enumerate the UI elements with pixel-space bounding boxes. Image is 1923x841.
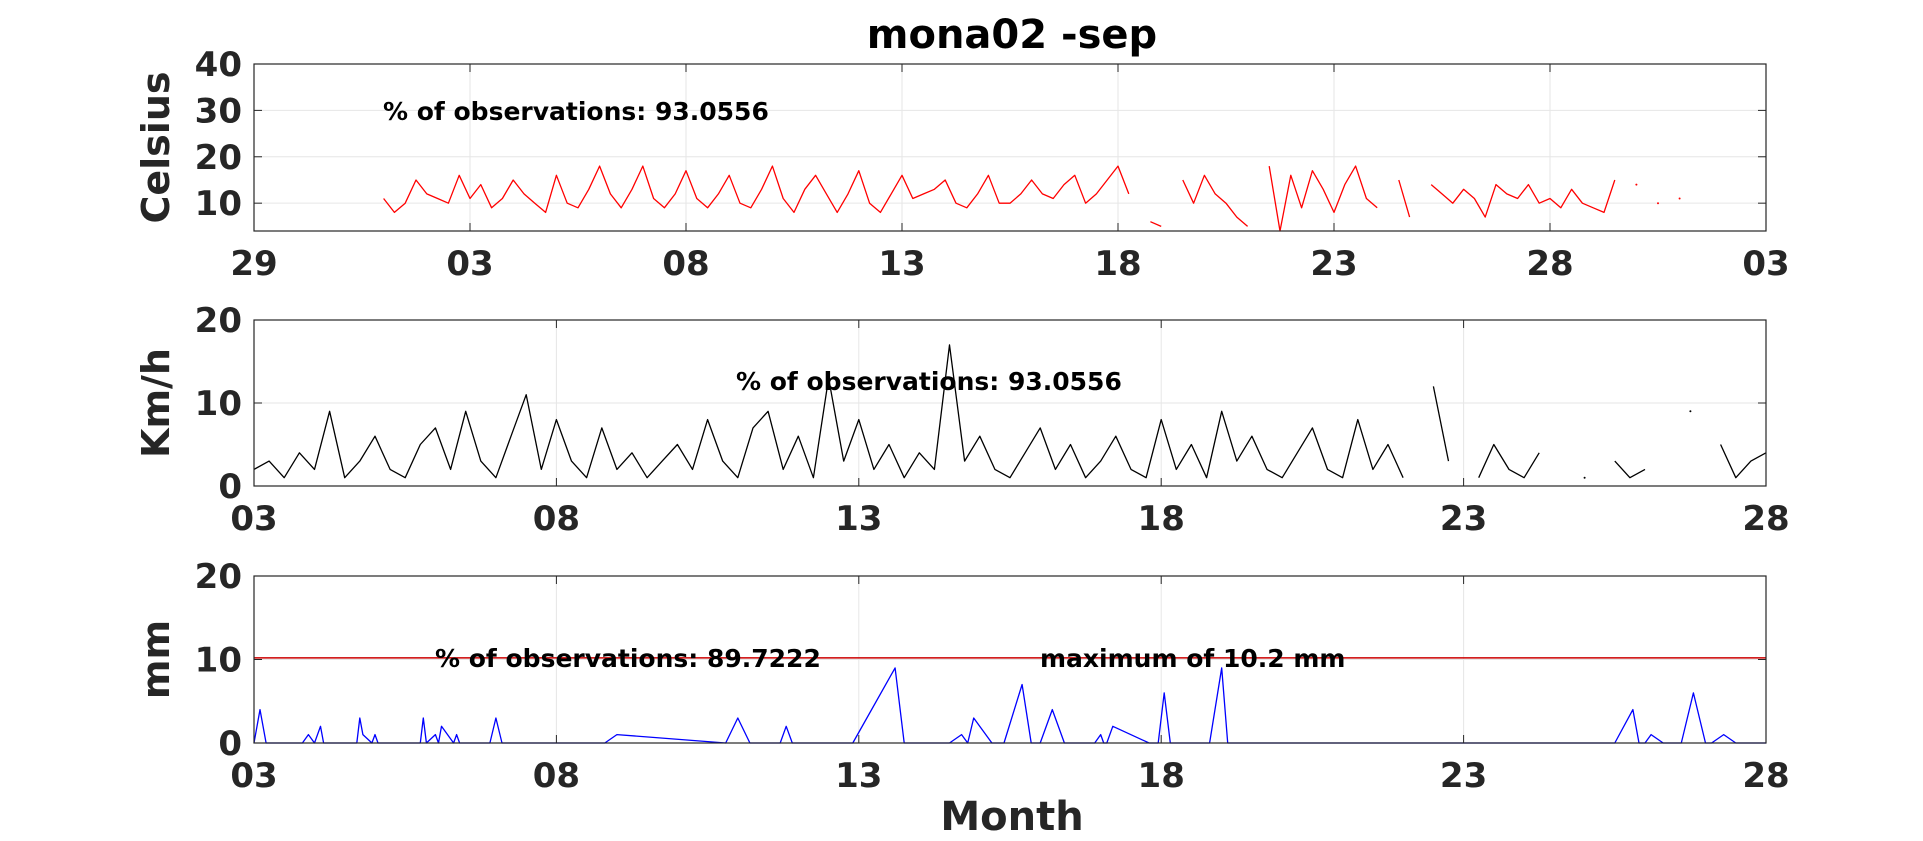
series-line (1720, 444, 1767, 479)
x-tick-label: 23 (1440, 756, 1487, 796)
y-tick-label: 40 (195, 45, 242, 85)
series-point (1689, 410, 1692, 413)
x-tick-label: 13 (878, 244, 925, 284)
x-tick-label: 03 (230, 756, 277, 796)
y-axis-label: Km/h (134, 348, 178, 458)
x-tick-label: 13 (835, 756, 882, 796)
series-line (253, 667, 1766, 744)
series-line (383, 165, 1130, 214)
series-line (1478, 443, 1540, 479)
series-line (1182, 174, 1249, 227)
y-tick-label: 10 (195, 384, 242, 424)
series-line (1614, 460, 1646, 479)
annotation-text: maximum of 10.2 mm (1040, 644, 1345, 673)
y-tick-label: 10 (195, 641, 242, 681)
x-tick-label: 28 (1742, 756, 1789, 796)
temperature-panel: 29 03 08 13 18 23 28 03 10 20 30 40 Celsius % of obse… (134, 45, 1790, 284)
x-axis-label: Month (940, 794, 1083, 840)
x-tick-label: 23 (1440, 499, 1487, 539)
x-tick-label: 18 (1138, 499, 1185, 539)
x-tick-label: 03 (446, 244, 493, 284)
axes-box (253, 63, 1767, 232)
series-point (1635, 183, 1638, 186)
x-tick-label: 08 (533, 756, 580, 796)
precipitation-panel: 03 08 13 18 23 28 0 10 20 mm % of observations: 89… (134, 557, 1790, 796)
x-tick-label: 18 (1094, 244, 1141, 284)
x-tick-label: 28 (1742, 499, 1789, 539)
x-tick-label: 29 (230, 244, 277, 284)
y-axis-label: Celsius (134, 72, 178, 224)
y-axis-label: mm (134, 620, 178, 699)
y-tick-label: 10 (195, 184, 242, 224)
y-tick-label: 20 (195, 557, 242, 597)
x-tick-label: 03 (230, 499, 277, 539)
series-point (1657, 202, 1659, 205)
series-line (253, 344, 1404, 479)
y-tick-label: 0 (218, 724, 242, 764)
x-tick-label: 03 (1742, 244, 1789, 284)
y-tick-label: 30 (195, 91, 242, 131)
y-tick-label: 20 (195, 301, 242, 341)
series-line (1398, 179, 1411, 218)
annotation-text: % of observations: 89.7222 (435, 644, 821, 673)
y-tick-label: 20 (195, 138, 242, 178)
annotation-text: % of observations: 93.0556 (383, 97, 769, 126)
x-tick-label: 18 (1138, 756, 1185, 796)
x-tick-label: 23 (1310, 244, 1357, 284)
x-tick-label: 28 (1526, 244, 1573, 284)
annotation-text: % of observations: 93.0556 (736, 367, 1122, 396)
figure-title: mona02 -sep (867, 12, 1157, 58)
series-line (1432, 386, 1450, 462)
series-point (1583, 476, 1586, 479)
series-point (1678, 197, 1681, 200)
series-line (1430, 179, 1616, 218)
x-tick-label: 08 (533, 499, 580, 539)
y-tick-label: 0 (218, 467, 242, 507)
x-tick-label: 08 (662, 244, 709, 284)
series-line (1150, 221, 1162, 227)
series-line (1268, 165, 1378, 232)
wind-panel: 03 08 13 18 23 28 0 10 20 Km/h % of observations: … (134, 301, 1790, 539)
x-tick-label: 13 (835, 499, 882, 539)
